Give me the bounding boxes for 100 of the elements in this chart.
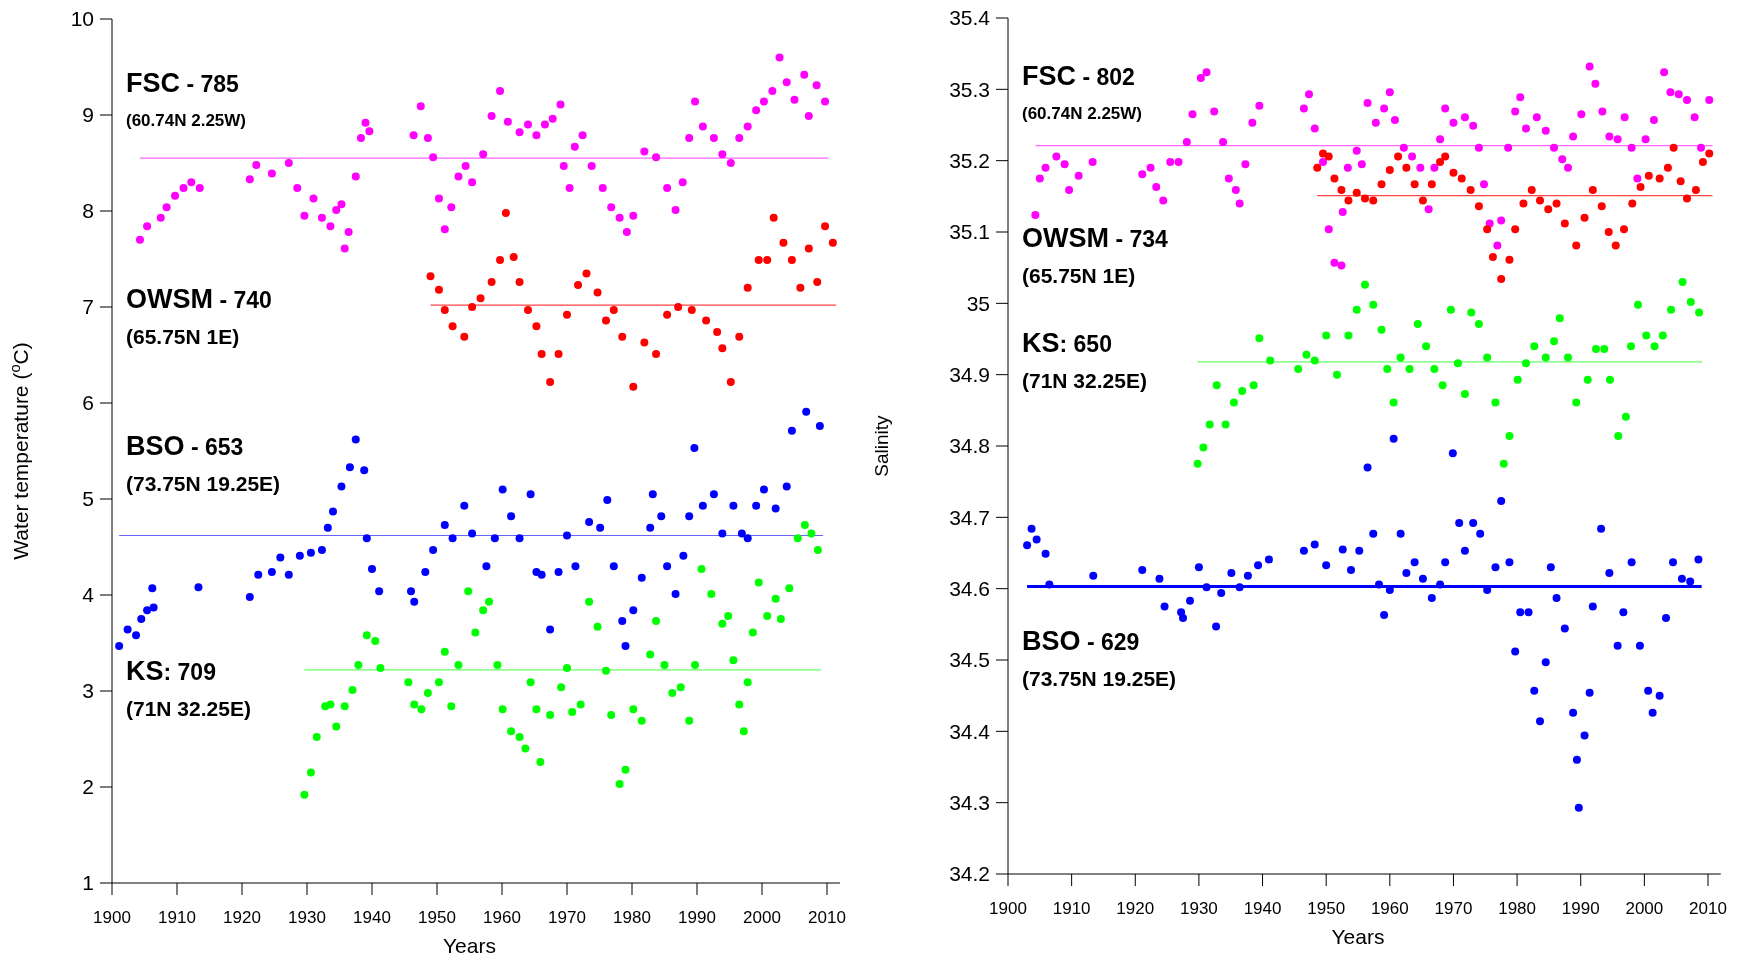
point (1344, 331, 1353, 340)
x-tick-label: 1980 (1498, 899, 1537, 918)
point (1541, 353, 1550, 362)
y-tick-label: 34.2 (949, 862, 990, 886)
point (460, 332, 469, 341)
point (476, 294, 485, 303)
annotation: OWSM - 734 (1022, 223, 1169, 254)
y-tick-label: 3 (82, 679, 94, 703)
point (1396, 353, 1405, 362)
y-tick-label: 35.2 (949, 149, 990, 173)
point (515, 278, 524, 287)
y-tick-label: 6 (82, 391, 94, 415)
point (687, 305, 696, 314)
point (1592, 344, 1600, 353)
y-tick-label: 35.1 (949, 220, 990, 244)
point (1438, 381, 1447, 390)
y-tick-label: 34.5 (949, 648, 990, 672)
point (769, 213, 778, 222)
point (496, 255, 505, 264)
point (763, 255, 772, 264)
point (1466, 185, 1475, 194)
x-tick-label: 1950 (418, 908, 456, 927)
point (1552, 199, 1561, 208)
point (1572, 241, 1581, 250)
point (1255, 334, 1264, 343)
y-tick-label: 9 (82, 103, 94, 127)
annotation: FSC - 802 (1022, 60, 1135, 91)
point (1405, 364, 1414, 373)
point (796, 283, 805, 292)
point (1313, 163, 1322, 172)
point (1491, 398, 1500, 407)
point (1634, 300, 1642, 309)
y-tick-label: 8 (82, 199, 94, 223)
point (1691, 185, 1700, 194)
x-tick-label: 1920 (1116, 899, 1155, 918)
point (468, 303, 477, 311)
annotation: KS: 709 (126, 655, 216, 686)
point (440, 305, 449, 314)
point (1663, 163, 1672, 172)
point (546, 377, 555, 386)
x-tick-label: 1940 (353, 908, 391, 927)
point (640, 338, 649, 347)
x-tick-label: 1960 (483, 908, 521, 927)
x-axis-title: Years (443, 934, 496, 957)
point (1377, 325, 1386, 334)
y-tick-label: 35 (966, 291, 990, 315)
annotation: (60.74N 2.25W) (126, 110, 246, 130)
annotation: (73.75N 19.25E) (126, 472, 281, 496)
annotation: FSC - 785 (126, 67, 240, 98)
y-tick-label: 10 (70, 7, 94, 31)
point (1193, 459, 1202, 468)
point (1238, 387, 1247, 396)
x-tick-label: 1980 (613, 908, 651, 927)
point (1369, 196, 1378, 205)
y-axis-title: Salinity (871, 414, 892, 477)
annotation: (65.75N 1E) (126, 324, 240, 348)
point (1606, 375, 1614, 384)
point (1441, 152, 1450, 161)
annotation: (71N 32.25E) (1022, 368, 1147, 392)
point (787, 255, 796, 264)
point (1650, 342, 1659, 351)
annotation: (71N 32.25E) (126, 696, 251, 720)
point (1620, 225, 1628, 234)
x-tick-label: 1900 (989, 899, 1027, 918)
point (1474, 202, 1483, 211)
y-tick-label: 4 (82, 583, 95, 607)
y-tick-label: 7 (82, 295, 94, 319)
point (1644, 171, 1653, 180)
point (1683, 194, 1691, 203)
point (1667, 305, 1676, 314)
point (618, 332, 627, 341)
annotation: BSO - 653 (126, 431, 244, 462)
x-tick-label: 1990 (678, 908, 716, 927)
point (563, 310, 571, 319)
y-tick-label: 35.4 (949, 6, 991, 30)
point (1536, 196, 1544, 205)
point (663, 310, 672, 319)
point (1611, 241, 1620, 250)
point (434, 285, 443, 294)
point (609, 305, 618, 314)
point (1369, 300, 1378, 309)
point (1361, 280, 1369, 289)
point (1249, 381, 1258, 390)
x-tick-label: 1910 (1052, 899, 1091, 918)
x-tick-label: 1900 (93, 908, 131, 927)
annotation: OWSM - 740 (126, 283, 272, 314)
point (1361, 194, 1369, 203)
point (1698, 158, 1707, 167)
point (602, 316, 610, 325)
x-tick-label: 1990 (1561, 899, 1600, 918)
point (487, 278, 496, 287)
point (1678, 277, 1687, 286)
point (1467, 308, 1476, 317)
x-tick-label: 1930 (1179, 899, 1218, 918)
point (1555, 314, 1564, 323)
point (1583, 375, 1592, 384)
point (448, 322, 457, 331)
point (532, 322, 541, 331)
point (1669, 143, 1678, 152)
annotation: (73.75N 19.25E) (1022, 666, 1177, 690)
